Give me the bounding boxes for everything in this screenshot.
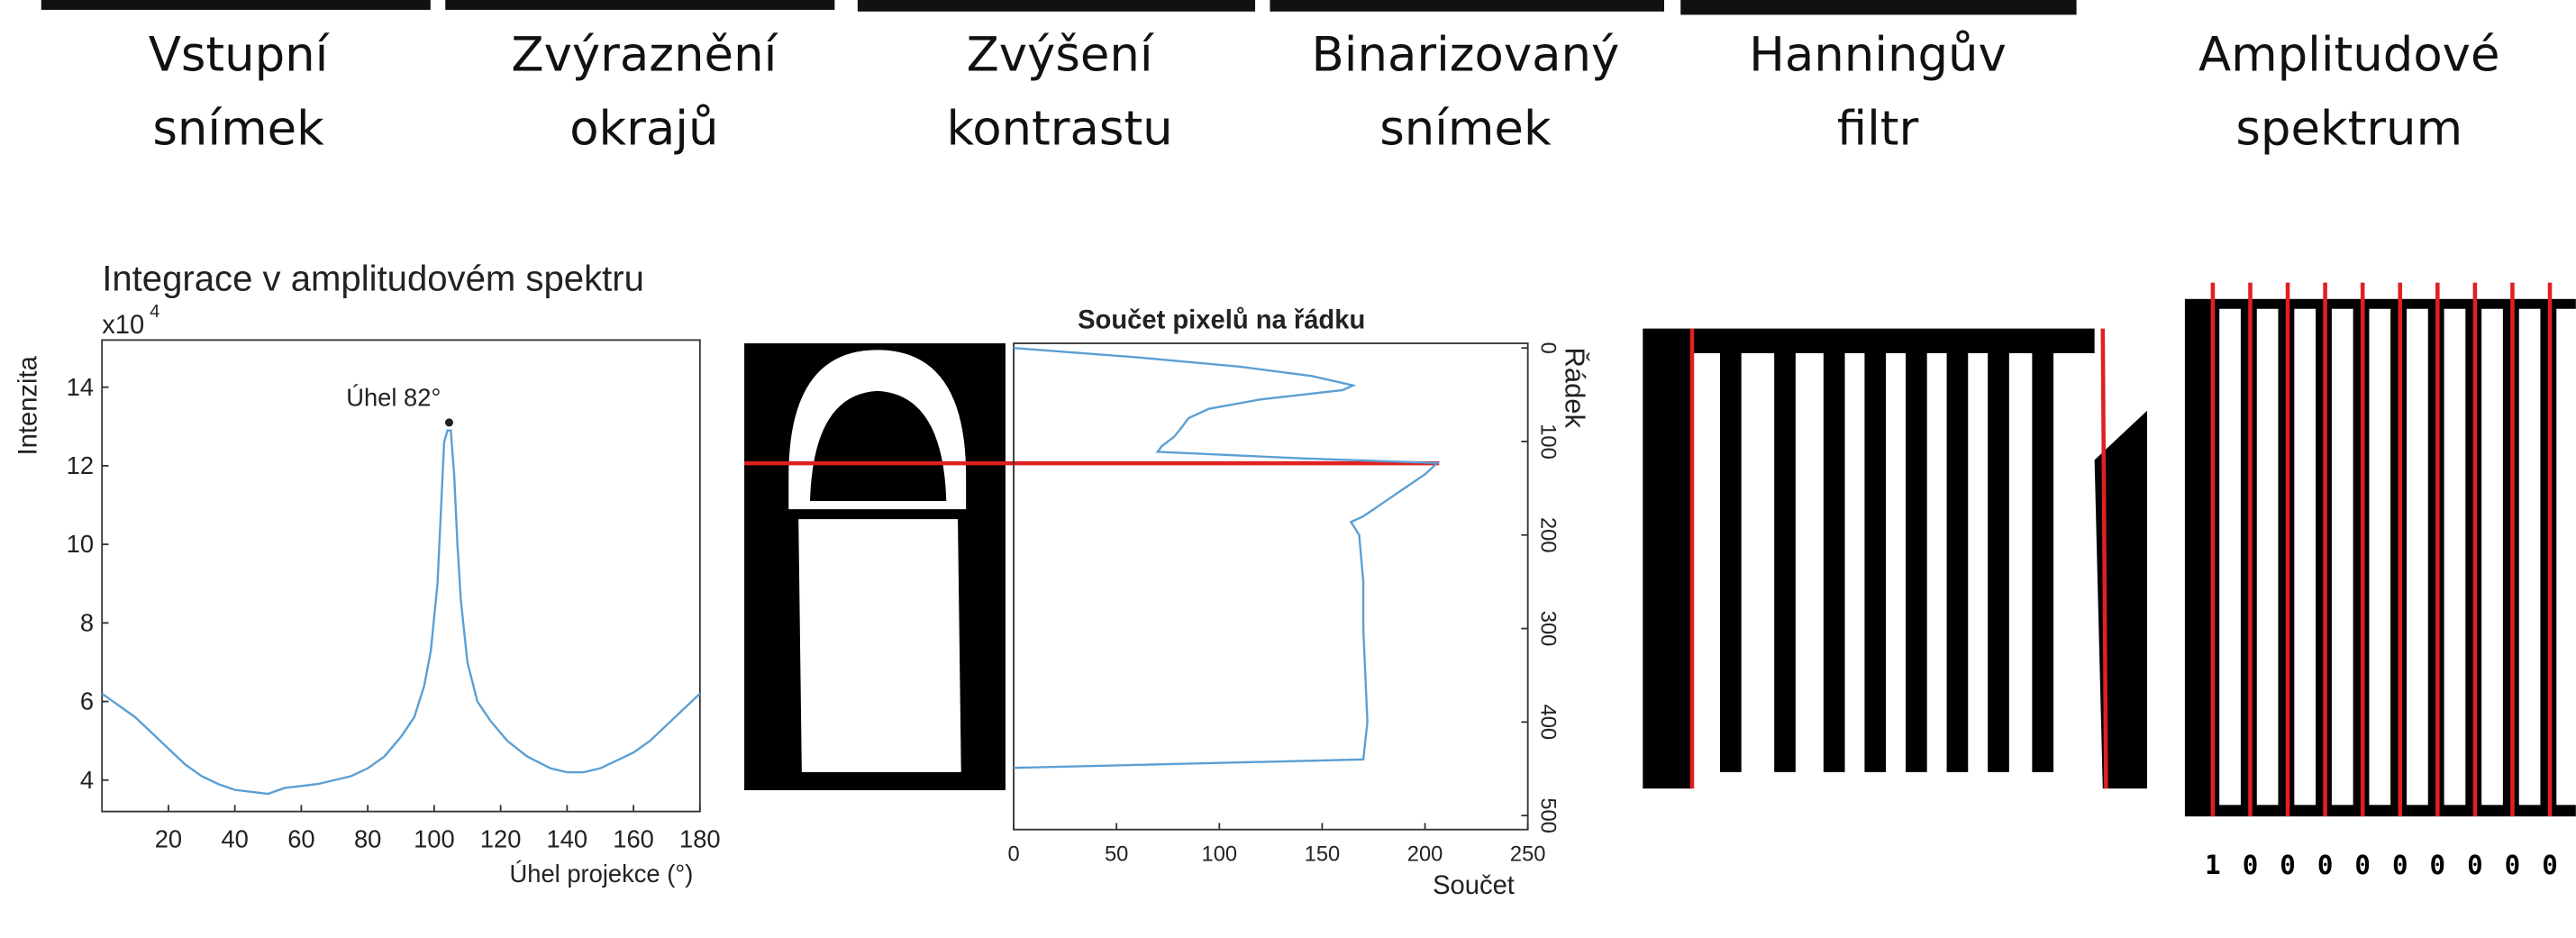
x-tick-label: 100 xyxy=(1202,842,1238,866)
stripe xyxy=(1864,337,1886,772)
stripe xyxy=(1906,337,1927,772)
stripe xyxy=(2257,309,2279,806)
y-tick-label: 400 xyxy=(1535,705,1559,741)
stripe xyxy=(2332,309,2353,806)
caption: okrajů xyxy=(569,101,718,156)
filtered-image xyxy=(1643,329,2147,788)
caption: Vstupní xyxy=(149,27,331,82)
plot-frame xyxy=(1014,343,1528,830)
x-tick-label: 120 xyxy=(480,825,522,853)
spectrum-image xyxy=(2185,283,2576,817)
stripe xyxy=(2219,309,2241,806)
y-tick-label: 500 xyxy=(1535,797,1559,833)
y-tick-label: 10 xyxy=(67,530,94,558)
bit-label: 0 xyxy=(2243,850,2259,880)
chart-title: Součet pixelů na řádku xyxy=(1078,306,1365,335)
x-axis-label: Součet xyxy=(1433,871,1515,900)
stripe xyxy=(2407,309,2428,806)
x-tick-label: 0 xyxy=(1007,842,1019,866)
y-tick-label: 12 xyxy=(67,451,94,479)
stripe xyxy=(2369,309,2390,806)
stripe xyxy=(1774,337,1796,772)
x-tick-label: 200 xyxy=(1407,842,1443,866)
bit-label: 0 xyxy=(2430,850,2446,880)
bit-label: 0 xyxy=(2467,850,2483,880)
caption: Zvýraznění xyxy=(511,27,778,82)
y-tick-label: 6 xyxy=(80,688,94,715)
stripe xyxy=(2444,309,2466,806)
stripe xyxy=(2519,309,2541,806)
caption: filtr xyxy=(1837,101,1919,156)
caption: Zvýšení xyxy=(967,27,1155,82)
stripe xyxy=(2556,309,2576,806)
peak-marker xyxy=(445,418,453,426)
x-tick-label: 250 xyxy=(1510,842,1546,866)
image-strips xyxy=(41,0,2077,14)
y-tick-label: 8 xyxy=(80,608,94,636)
x-tick-label: 60 xyxy=(287,825,314,853)
bit-label: 0 xyxy=(2505,850,2521,880)
caption: Binarizovaný xyxy=(1311,27,1619,82)
y-multiplier-exp: 4 xyxy=(150,302,159,322)
x-tick-label: 100 xyxy=(414,825,455,853)
caption: Hanningův xyxy=(1749,27,2007,82)
stripe xyxy=(1947,337,1969,772)
x-tick-label: 80 xyxy=(354,825,381,853)
annotation: Úhel 82° xyxy=(346,384,441,412)
stripe xyxy=(1720,337,1742,772)
chart-title: Integrace v amplitudovém spektru xyxy=(102,260,644,299)
stripe xyxy=(1988,337,2009,772)
x-tick-label: 40 xyxy=(221,825,248,853)
caption: snímek xyxy=(152,101,324,156)
y-tick-label: 200 xyxy=(1535,517,1559,553)
caption: snímek xyxy=(1379,101,1552,156)
x-tick-label: 180 xyxy=(679,825,721,853)
bit-label: 0 xyxy=(2280,850,2296,880)
binary-image xyxy=(744,343,1006,790)
y-tick-label: 14 xyxy=(67,373,94,401)
y-tick-label: 300 xyxy=(1535,611,1559,647)
stripe xyxy=(2294,309,2316,806)
y-tick-label: 100 xyxy=(1535,423,1559,460)
bit-label: 0 xyxy=(2392,850,2408,880)
y-axis-label: Intenzita xyxy=(14,355,42,455)
y-multiplier: x10 xyxy=(102,311,144,340)
caption: kontrastu xyxy=(946,101,1172,156)
y-tick-label: 4 xyxy=(80,766,94,794)
x-axis-label: Úhel projekce (°) xyxy=(510,860,694,888)
bit-label: 1 xyxy=(2205,850,2221,880)
stripe xyxy=(2032,337,2053,772)
y-axis-label: Řádek xyxy=(1560,347,1591,428)
caption: spektrum xyxy=(2235,101,2462,156)
y-tick-label: 0 xyxy=(1535,342,1559,354)
line-series xyxy=(1014,348,1437,768)
line-series xyxy=(102,431,700,794)
x-tick-label: 140 xyxy=(547,825,588,853)
x-tick-label: 50 xyxy=(1105,842,1128,866)
x-tick-label: 160 xyxy=(613,825,654,853)
figure: Vstupní snímek Zvýraznění okrajů Zvýšení kont… xyxy=(0,0,2576,938)
caption: Amplitudové xyxy=(2198,27,2500,82)
bit-label: 0 xyxy=(2354,850,2371,880)
stripe xyxy=(1824,337,1845,772)
bit-label: 0 xyxy=(2542,850,2558,880)
x-tick-label: 150 xyxy=(1305,842,1341,866)
bit-label: 0 xyxy=(2317,850,2334,880)
stripe xyxy=(2481,309,2503,806)
x-tick-label: 20 xyxy=(155,825,182,853)
